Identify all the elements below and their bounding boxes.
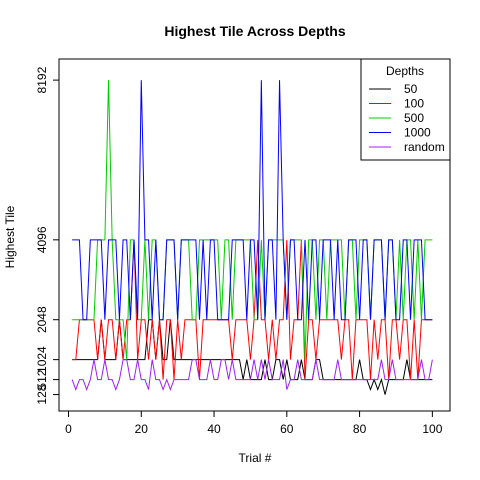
y-tick-label: 128 (35, 384, 49, 404)
x-tick-label: 40 (207, 422, 221, 436)
legend-label-random: random (404, 140, 445, 154)
x-tick-label: 60 (280, 422, 294, 436)
x-tick-label: 20 (135, 422, 149, 436)
y-tick-label: 4096 (35, 226, 49, 253)
legend-label-1000: 1000 (404, 126, 431, 140)
x-tick-label: 100 (422, 422, 442, 436)
series-line-random (71, 359, 433, 392)
series-line-1000 (72, 80, 433, 321)
series-layer (71, 80, 433, 395)
y-tick-label: 8192 (35, 66, 49, 93)
legend-label-100: 100 (404, 97, 424, 111)
x-tick-label: 0 (65, 422, 72, 436)
legend-box (360, 58, 451, 161)
x-tick-label: 80 (353, 422, 367, 436)
chart-title: Highest Tile Across Depths (164, 23, 345, 39)
legend-title: Depths (386, 64, 424, 78)
y-tick-label: 1024 (35, 346, 49, 373)
series-line-50 (72, 319, 433, 395)
y-axis-label: Highest Tile (3, 205, 17, 268)
y-tick-label: 512 (35, 369, 49, 389)
x-axis: 0 20 40 60 80 100 (65, 410, 443, 436)
legend-label-500: 500 (404, 111, 424, 125)
x-axis-label: Trial # (239, 451, 272, 465)
legend-label-50: 50 (404, 82, 418, 96)
y-tick-label: 2048 (35, 306, 49, 333)
